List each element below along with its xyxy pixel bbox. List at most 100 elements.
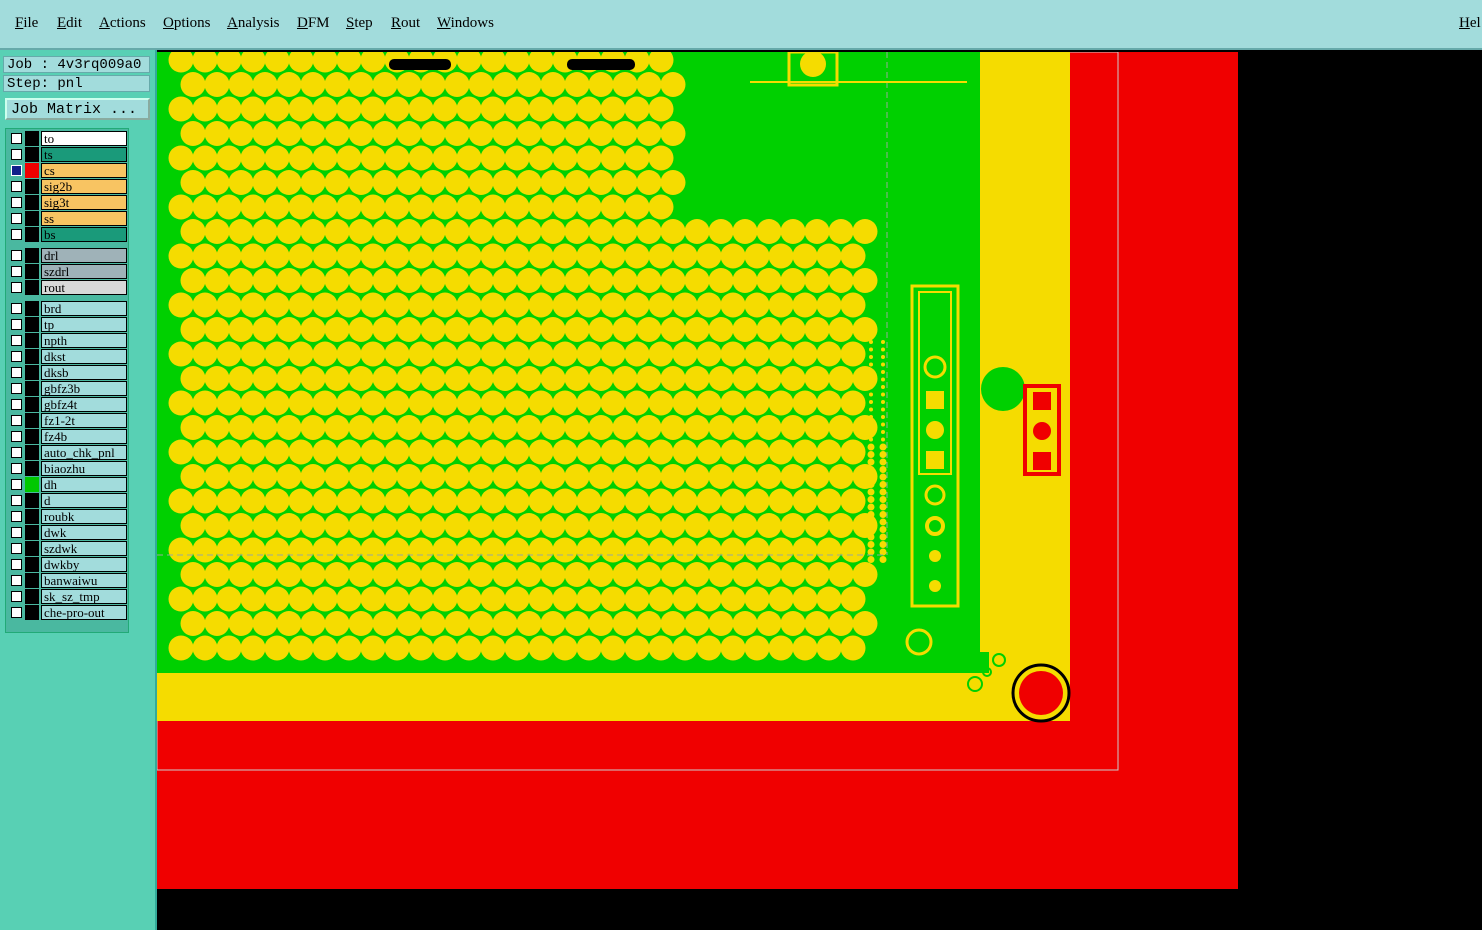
layer-checkbox[interactable]: [11, 149, 22, 160]
layer-row[interactable]: d: [8, 493, 127, 508]
layer-name[interactable]: sig3t: [41, 195, 127, 210]
layer-row[interactable]: biaozhu: [8, 461, 127, 476]
menu-item[interactable]: Rout: [391, 15, 421, 31]
layer-row[interactable]: che-pro-out: [8, 605, 127, 620]
layer-name[interactable]: dkst: [41, 349, 127, 364]
layer-name[interactable]: brd: [41, 301, 127, 316]
layer-name[interactable]: gbfz4t: [41, 397, 127, 412]
menu-item[interactable]: Hel: [1459, 15, 1481, 31]
menu-item[interactable]: File: [15, 15, 39, 31]
layer-row[interactable]: ts: [8, 147, 127, 162]
menu-item[interactable]: Step: [346, 15, 373, 31]
layer-row[interactable]: szdrl: [8, 264, 127, 279]
layer-name[interactable]: dksb: [41, 365, 127, 380]
layer-checkbox[interactable]: [11, 335, 22, 346]
layer-row[interactable]: tp: [8, 317, 127, 332]
layer-name[interactable]: dh: [41, 477, 127, 492]
layer-name[interactable]: ss: [41, 211, 127, 226]
job-matrix-button[interactable]: Job Matrix ...: [5, 98, 150, 120]
layer-name[interactable]: dwk: [41, 525, 127, 540]
layer-checkbox[interactable]: [11, 463, 22, 474]
layer-row[interactable]: dwk: [8, 525, 127, 540]
menu-item[interactable]: Options: [163, 15, 211, 31]
layer-name[interactable]: fz1-2t: [41, 413, 127, 428]
layer-name[interactable]: rout: [41, 280, 127, 295]
layer-row[interactable]: dksb: [8, 365, 127, 380]
layer-row[interactable]: dh: [8, 477, 127, 492]
layer-row[interactable]: npth: [8, 333, 127, 348]
layer-checkbox[interactable]: [11, 303, 22, 314]
menu-item[interactable]: Windows: [437, 15, 494, 31]
layer-checkbox[interactable]: [11, 431, 22, 442]
layer-checkbox[interactable]: [11, 575, 22, 586]
menu-item[interactable]: Edit: [57, 15, 83, 31]
layer-checkbox[interactable]: [11, 527, 22, 538]
layer-name[interactable]: auto_chk_pnl: [41, 445, 127, 460]
layer-name[interactable]: ts: [41, 147, 127, 162]
layer-name[interactable]: szdrl: [41, 264, 127, 279]
layer-row[interactable]: bs: [8, 227, 127, 242]
menu-item[interactable]: DFM: [297, 15, 330, 31]
layer-name[interactable]: che-pro-out: [41, 605, 127, 620]
layer-checkbox[interactable]: [11, 213, 22, 224]
layer-checkbox[interactable]: [11, 282, 22, 293]
layer-checkbox[interactable]: [11, 591, 22, 602]
layer-row[interactable]: banwaiwu: [8, 573, 127, 588]
layer-row[interactable]: ss: [8, 211, 127, 226]
layer-checkbox[interactable]: [11, 319, 22, 330]
layer-name[interactable]: to: [41, 131, 127, 146]
layer-checkbox[interactable]: [11, 447, 22, 458]
layer-checkbox[interactable]: [11, 495, 22, 506]
layer-name[interactable]: dwkby: [41, 557, 127, 572]
layer-checkbox[interactable]: [11, 165, 22, 176]
layer-checkbox[interactable]: [11, 511, 22, 522]
layer-name[interactable]: cs: [41, 163, 127, 178]
layer-name[interactable]: biaozhu: [41, 461, 127, 476]
layer-checkbox[interactable]: [11, 266, 22, 277]
layer-checkbox[interactable]: [11, 351, 22, 362]
layer-checkbox[interactable]: [11, 383, 22, 394]
layer-row[interactable]: auto_chk_pnl: [8, 445, 127, 460]
layer-row[interactable]: dkst: [8, 349, 127, 364]
layer-name[interactable]: bs: [41, 227, 127, 242]
layer-row[interactable]: sig2b: [8, 179, 127, 194]
layer-checkbox[interactable]: [11, 367, 22, 378]
layer-checkbox[interactable]: [11, 399, 22, 410]
layer-row[interactable]: sk_sz_tmp: [8, 589, 127, 604]
layer-checkbox[interactable]: [11, 415, 22, 426]
layer-row[interactable]: to: [8, 131, 127, 146]
layer-name[interactable]: d: [41, 493, 127, 508]
layer-checkbox[interactable]: [11, 479, 22, 490]
layer-checkbox[interactable]: [11, 197, 22, 208]
layer-name[interactable]: roubk: [41, 509, 127, 524]
layer-name[interactable]: fz4b: [41, 429, 127, 444]
layer-name[interactable]: banwaiwu: [41, 573, 127, 588]
layer-row[interactable]: szdwk: [8, 541, 127, 556]
layer-row[interactable]: sig3t: [8, 195, 127, 210]
layer-row[interactable]: brd: [8, 301, 127, 316]
layer-checkbox[interactable]: [11, 181, 22, 192]
layer-row[interactable]: drl: [8, 248, 127, 263]
layer-row[interactable]: cs: [8, 163, 127, 178]
layer-checkbox[interactable]: [11, 543, 22, 554]
layer-name[interactable]: npth: [41, 333, 127, 348]
layer-row[interactable]: fz4b: [8, 429, 127, 444]
menu-item[interactable]: Actions: [99, 15, 146, 31]
layer-row[interactable]: dwkby: [8, 557, 127, 572]
layer-name[interactable]: gbfz3b: [41, 381, 127, 396]
layer-row[interactable]: fz1-2t: [8, 413, 127, 428]
layer-row[interactable]: rout: [8, 280, 127, 295]
layer-row[interactable]: gbfz3b: [8, 381, 127, 396]
layer-row[interactable]: roubk: [8, 509, 127, 524]
layer-checkbox[interactable]: [11, 559, 22, 570]
menu-item[interactable]: Analysis: [227, 15, 280, 31]
layer-checkbox[interactable]: [11, 607, 22, 618]
layer-name[interactable]: tp: [41, 317, 127, 332]
layer-checkbox[interactable]: [11, 229, 22, 240]
layer-row[interactable]: gbfz4t: [8, 397, 127, 412]
layer-name[interactable]: sk_sz_tmp: [41, 589, 127, 604]
layer-name[interactable]: drl: [41, 248, 127, 263]
layer-name[interactable]: sig2b: [41, 179, 127, 194]
layer-checkbox[interactable]: [11, 250, 22, 261]
layer-name[interactable]: szdwk: [41, 541, 127, 556]
